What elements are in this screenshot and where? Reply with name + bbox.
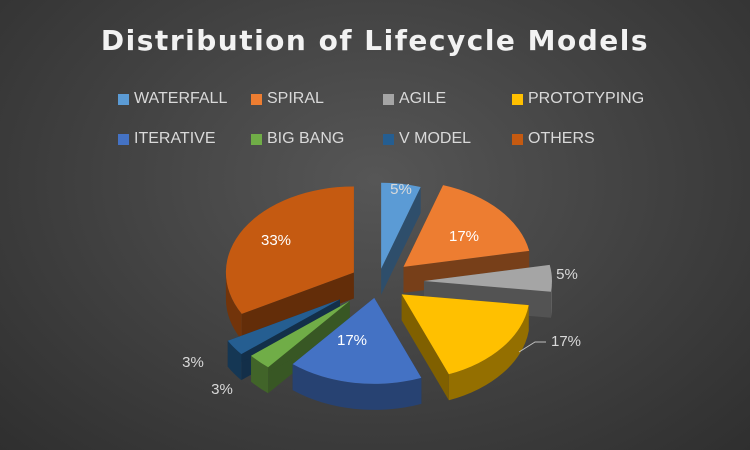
legend-label: ITERATIVE	[134, 130, 216, 147]
leader-lines	[518, 341, 546, 353]
legend-swatch	[251, 133, 262, 145]
legend-label: V MODEL	[399, 130, 472, 147]
pie-slice-prototyping	[401, 294, 529, 401]
pie-slice-iterative	[292, 297, 422, 410]
chart-title: Distribution of Lifecycle Models	[100, 24, 650, 57]
legend-swatch	[512, 93, 523, 105]
slice-wall	[251, 355, 269, 394]
data-label-iterative: 17%	[337, 332, 367, 349]
legend-swatch	[251, 93, 262, 105]
slice-wall	[225, 272, 242, 340]
legend-label: OTHERS	[528, 130, 595, 147]
leader-line-prototyping	[518, 341, 546, 353]
legend-label: WATERFALL	[134, 90, 228, 107]
legend-item-prototyping: PROTOTYPING	[512, 90, 644, 108]
legend-item-others: OTHERS	[512, 130, 595, 148]
slice-side-face	[381, 186, 421, 295]
legend-swatch	[118, 133, 129, 145]
slice-wall	[448, 305, 529, 401]
legend-label: AGILE	[399, 90, 447, 107]
legend-swatch	[512, 133, 523, 145]
slice-side-face	[401, 294, 449, 401]
slice-top-face	[225, 186, 354, 314]
legend-swatch	[383, 93, 394, 105]
legend-item-waterfall: WATERFALL	[118, 90, 227, 108]
slice-top-face	[423, 264, 552, 292]
legend-item-v-model: V MODEL	[383, 130, 471, 148]
data-label-others: 33%	[261, 232, 291, 249]
legend-item-big-bang: BIG BANG	[251, 130, 344, 148]
data-label-big-bang: 3%	[211, 381, 233, 398]
legend-swatch	[118, 93, 129, 105]
slice-top-face	[227, 299, 340, 355]
data-label-waterfall: 5%	[390, 181, 412, 198]
data-label-prototyping: 17%	[551, 333, 581, 350]
data-label-spiral: 17%	[449, 228, 479, 245]
legend-item-iterative: ITERATIVE	[118, 130, 216, 148]
legend-swatch	[383, 133, 394, 145]
slice-top-face	[251, 300, 350, 368]
pie-slice-others	[225, 186, 354, 340]
data-label-v-model: 3%	[182, 354, 204, 371]
slice-wall	[227, 340, 242, 381]
slice-side-face	[251, 300, 350, 382]
slice-top-face	[401, 294, 529, 375]
pie-slice-waterfall	[381, 182, 421, 295]
slice-side-face	[227, 299, 340, 367]
slice-side-face	[241, 272, 354, 340]
legend-item-agile: AGILE	[383, 90, 446, 108]
pie-slice-big-bang	[251, 300, 350, 394]
data-labels: 5% 17% 5% 17% 17% 3% 3% 33%	[182, 181, 581, 398]
legend-item-spiral: SPIRAL	[251, 90, 324, 108]
data-label-agile: 5%	[556, 266, 578, 283]
pie-slices	[225, 182, 552, 410]
slice-top-face	[381, 182, 421, 269]
legend-label: SPIRAL	[267, 90, 324, 107]
slice-wall	[550, 281, 552, 318]
legend-label: PROTOTYPING	[528, 90, 645, 107]
slice-top-face	[292, 297, 422, 384]
slice-wall	[292, 364, 422, 410]
legend-label: BIG BANG	[267, 130, 345, 147]
slice-top-face	[403, 185, 530, 267]
